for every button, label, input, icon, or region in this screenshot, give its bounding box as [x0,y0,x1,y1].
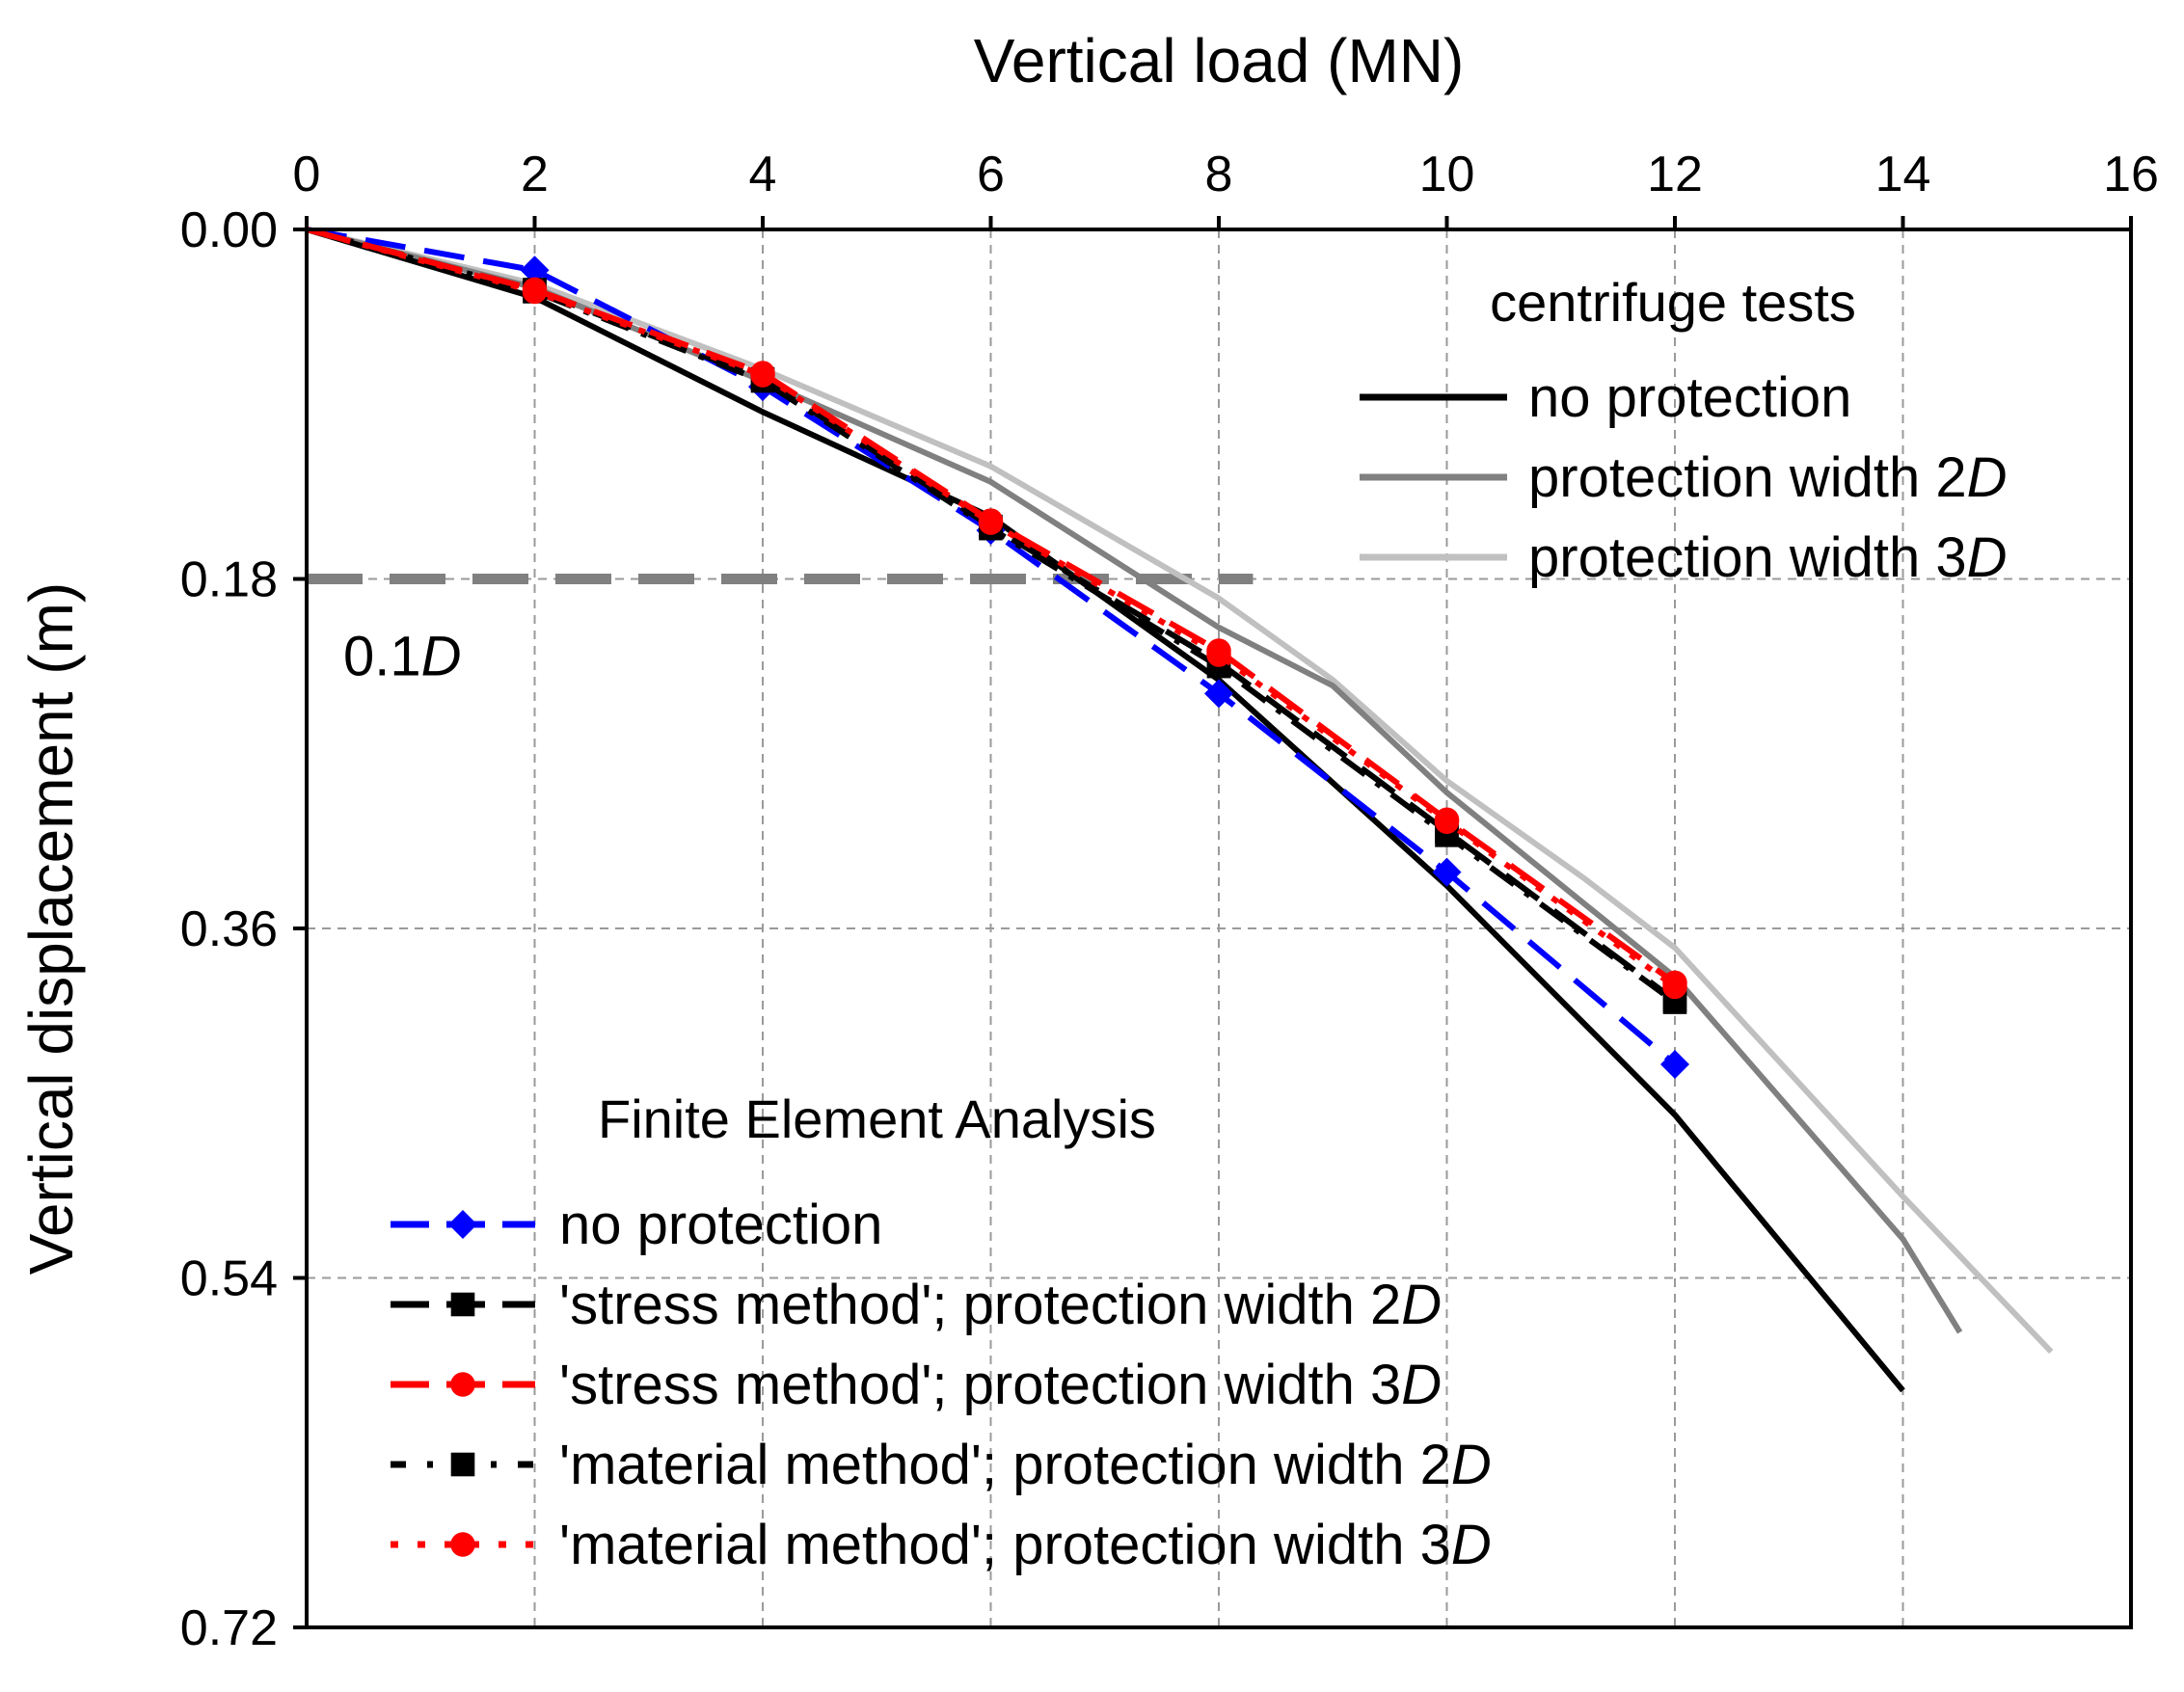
data-point [750,363,775,388]
legend-fea-label: 'stress method'; protection width 3D [559,1354,1442,1416]
legend-centrifuge-label: protection width 3D [1528,526,2008,589]
legend-fea: Finite Element Analysis no protection 'st… [391,1088,1492,1576]
x-tick-label: 16 [2103,147,2159,202]
legend-centrifuge-label: protection width 2D [1528,446,2008,509]
legend-fea-label: 'material method'; protection width 3D [559,1514,1492,1576]
legend-fea-marker [450,1452,475,1477]
y-tick-label: 0.54 [180,1251,278,1307]
legend-fea-marker [450,1532,475,1557]
legend-fea-label: 'material method'; protection width 2D [559,1434,1492,1496]
series-group [306,227,2054,1393]
data-point [1660,1049,1689,1079]
x-tick-label: 0 [293,147,321,202]
series-line [306,227,2054,1355]
data-point [1204,679,1233,709]
x-axis-ticks: 0 2 4 6 8 10 12 14 16 [293,147,2159,229]
data-point [1206,642,1231,667]
legend-fea-title: Finite Element Analysis [598,1088,1156,1149]
legend-fea-label: 'stress method'; protection width 2D [559,1274,1442,1336]
series-centrifuge-2 [306,227,2054,1355]
x-axis-title: Vertical load (MN) [974,26,1465,95]
y-axis-title: Vertical displacement (m) [16,582,86,1275]
data-point [1662,974,1687,1000]
y-tick-label: 0.18 [180,552,278,608]
legend-fea-marker [448,1210,477,1239]
x-tick-label: 2 [521,147,549,202]
x-tick-label: 10 [1419,147,1475,202]
data-point [1434,809,1460,834]
x-tick-label: 6 [977,147,1005,202]
x-tick-label: 12 [1647,147,1703,202]
legend-centrifuge-label: no protection [1528,366,1851,429]
y-axis-ticks: 0.00 0.18 0.36 0.54 0.72 [180,202,307,1656]
data-point [1432,857,1462,887]
legend-centrifuge-title: centrifuge tests [1490,272,1856,333]
legend-fea-marker [450,1292,475,1317]
legend-fea-marker [450,1372,475,1397]
reference-line-label: 0.1D [343,626,462,688]
y-tick-label: 0.00 [180,202,278,258]
x-tick-label: 14 [1875,147,1931,202]
y-tick-label: 0.36 [180,901,278,957]
x-tick-label: 4 [749,147,777,202]
series-fea-7 [306,227,1687,1000]
y-tick-label: 0.72 [180,1600,278,1656]
series-centrifuge-1 [306,227,1963,1334]
legend-centrifuge: centrifuge tests no protection protection… [1360,272,2008,589]
data-point [978,510,1004,535]
legend-fea-label: no protection [559,1194,882,1256]
data-point [520,255,550,285]
series-line [306,227,1963,1334]
x-tick-label: 8 [1205,147,1233,202]
data-point [522,279,548,305]
